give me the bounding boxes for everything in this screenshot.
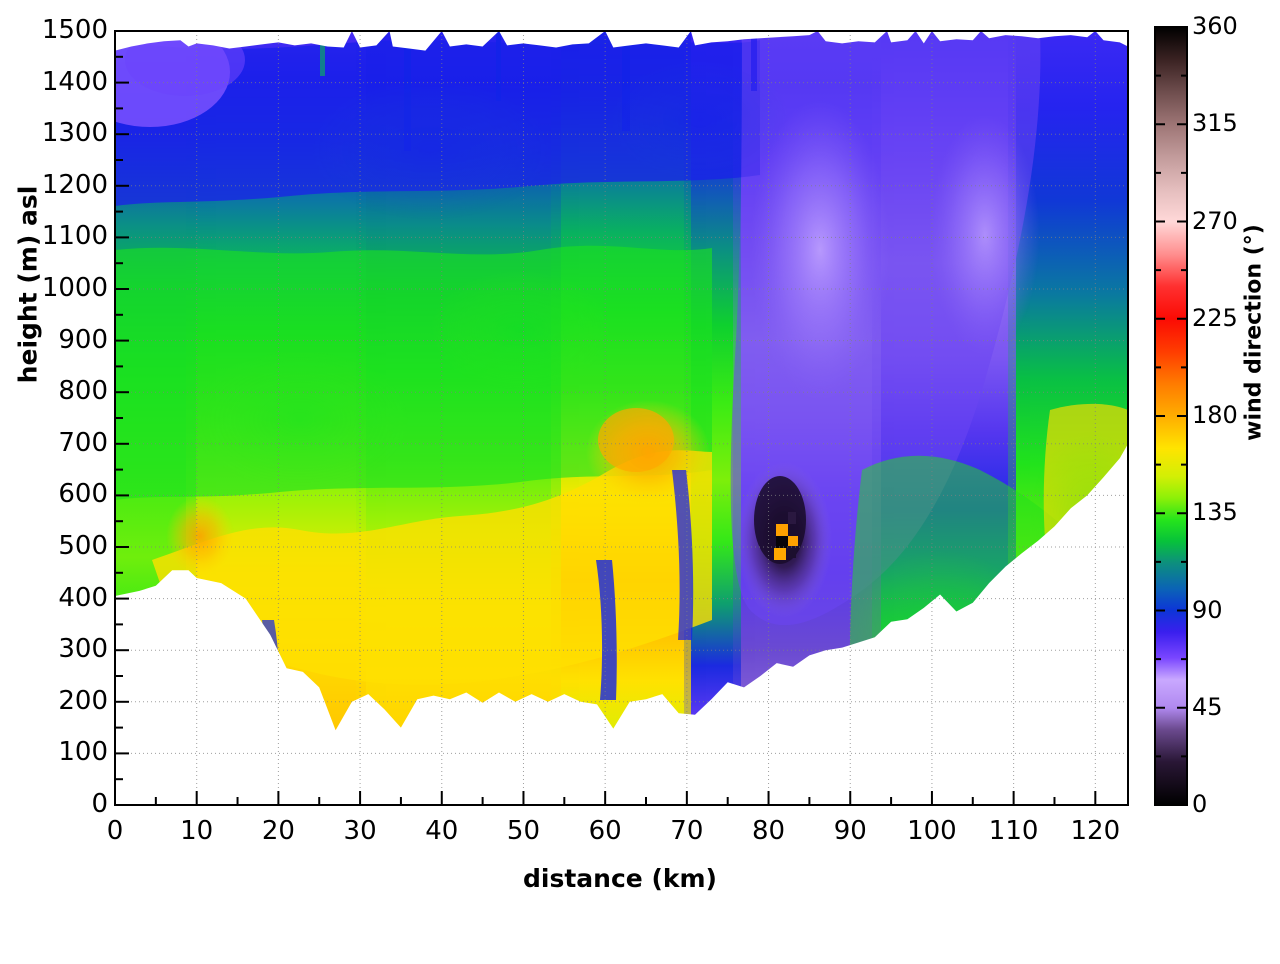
x-tick-label: 110 [988,816,1039,846]
y-tick-label: 1500 [41,15,108,45]
colorbar-tick-label: 315 [1192,109,1238,138]
y-tick-label: 1200 [41,169,108,200]
colorbar-tick-label: 135 [1192,498,1238,527]
y-tick-label: 400 [58,582,108,613]
colorbar-tick-labels: 0 45 90 135 180 225 270 315 360 [1192,0,1280,960]
x-tick-label: 90 [833,816,867,846]
y-tick-label: 700 [58,427,108,458]
colorbar-tick-label: 0 [1192,790,1208,818]
y-tick-labels: 0 100 200 300 400 500 600 700 800 900 1000 1100 1200… [0,0,108,960]
y-tick-label: 1400 [41,66,108,97]
y-tick-label: 1300 [41,118,108,149]
y-tick-label: 500 [58,531,108,561]
y-tick-label: 100 [58,737,108,768]
colorbar-tick-label: 225 [1192,303,1238,332]
colorbar-tick-label: 45 [1192,692,1223,721]
x-tick-label: 100 [907,816,957,846]
x-tick-label: 10 [180,816,214,846]
colorbar-tick-label: 180 [1192,401,1238,429]
y-tick-label: 1000 [41,273,108,303]
axis-ticks [114,30,1097,806]
colorbar-tick-label: 360 [1192,12,1238,40]
y-tick-label: 1100 [41,221,108,252]
x-tick-label: 70 [670,816,704,846]
x-axis-title: distance (km) [523,864,717,893]
terrain-mask [115,443,1128,805]
y-tick-label: 900 [58,324,108,355]
x-tick-label: 80 [752,816,786,846]
top-gap-mask [115,31,1128,51]
colorbar-tick-label: 90 [1192,595,1223,624]
y-tick-label: 600 [58,479,108,510]
x-tick-label: 20 [261,816,295,846]
x-tick-label: 60 [588,816,622,846]
colorbar-ticks [1155,26,1187,806]
colorbar-tick-label: 270 [1192,206,1238,235]
y-tick-label: 800 [58,376,108,407]
grid-lines [115,31,1128,805]
x-tick-label: 50 [506,816,540,846]
x-tick-labels: 0 10 20 30 40 50 60 70 80 90 100 110 120 [0,818,1280,858]
y-tick-label: 300 [58,634,108,665]
x-tick-label: 0 [106,816,124,846]
blue-funnel-a [596,560,617,700]
yellow-lowlevel-layer [152,450,712,685]
x-tick-label: 30 [343,816,377,846]
y-tick-label: 200 [58,685,108,716]
x-tick-label: 40 [425,816,459,846]
y-tick-label: 0 [91,789,108,819]
direction-singularity-pixels [774,512,798,560]
blue-funnel-b [672,470,694,640]
x-tick-label: 120 [1070,816,1121,846]
contour-field [115,31,1128,805]
